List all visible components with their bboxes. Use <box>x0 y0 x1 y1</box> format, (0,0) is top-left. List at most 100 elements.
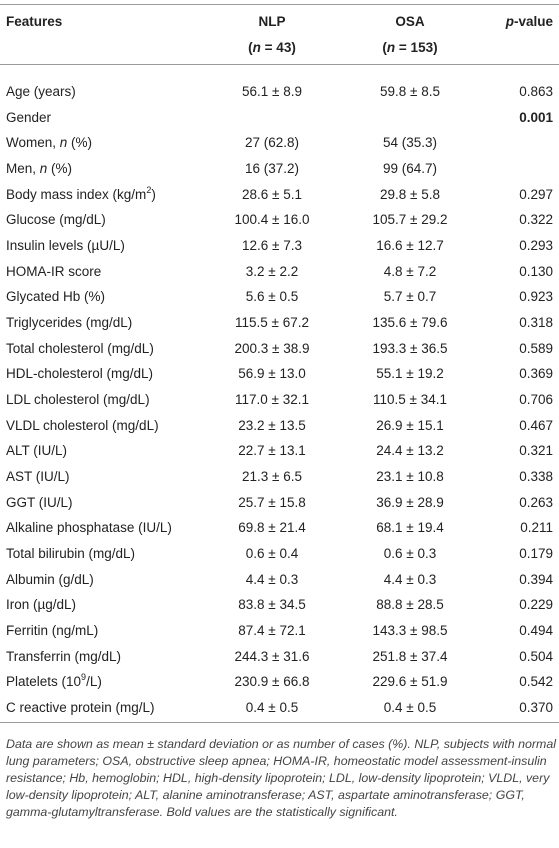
rule-header <box>0 64 559 65</box>
table-row: HOMA-IR score 3.2 ± 2.2 4.8 ± 7.2 0.130 <box>0 259 559 285</box>
p-value-cell: 0.706 <box>519 392 553 408</box>
p-value-cell: 0.394 <box>519 571 553 587</box>
feature-cell: Insulin levels (µU/L) <box>6 238 125 254</box>
nlp-cell: 27 (62.8) <box>244 135 300 151</box>
p-value-cell: 0.263 <box>519 494 553 510</box>
header-osa: OSA <box>395 14 425 29</box>
p-value-cell: 0.338 <box>519 469 553 485</box>
text: n <box>252 40 261 55</box>
header-osa-n: (n = 153) <box>360 38 460 58</box>
table-row: Glucose (mg/dL) 100.4 ± 16.0 105.7 ± 29.2 0… <box>0 207 559 233</box>
table-row: Transferrin (mg/dL) 244.3 ± 31.6 251.8 ± 3… <box>0 644 559 670</box>
text: -value <box>513 14 553 29</box>
table-row: Body mass index (kg/m2) 28.6 ± 5.1 29.8 ± … <box>0 182 559 208</box>
osa-cell: 55.1 ± 19.2 <box>376 366 444 382</box>
nlp-cell: 117.0 ± 32.1 <box>235 392 309 408</box>
osa-cell: 0.6 ± 0.3 <box>383 546 437 562</box>
p-value-cell: 0.467 <box>519 417 553 433</box>
nlp-cell: 244.3 ± 31.6 <box>234 648 310 664</box>
text: Platelets (10 <box>6 674 82 690</box>
feature-cell: Glucose (mg/dL) <box>6 212 106 228</box>
feature-cell: Triglycerides (mg/dL) <box>6 315 133 331</box>
osa-cell: 4.4 ± 0.3 <box>383 571 437 587</box>
text: Women, <box>6 135 60 151</box>
p-value-cell: 0.370 <box>519 700 553 716</box>
table-row: Albumin (g/dL) 4.4 ± 0.3 4.4 ± 0.3 0.394 <box>0 567 559 593</box>
nlp-cell: 56.9 ± 13.0 <box>238 366 306 382</box>
nlp-cell: 0.6 ± 0.4 <box>245 546 299 562</box>
p-value-cell: 0.179 <box>519 546 553 562</box>
superscript: 2 <box>146 184 152 195</box>
p-value-cell: 0.130 <box>519 263 553 279</box>
osa-cell: 5.7 ± 0.7 <box>383 289 437 305</box>
p-value-cell: 0.923 <box>519 289 553 305</box>
header-nlp-n: (n = 43) <box>222 38 322 58</box>
nlp-cell: 0.4 ± 0.5 <box>245 700 299 716</box>
text: Body mass index (kg/m <box>6 186 147 202</box>
p-value-cell: 0.589 <box>519 340 553 356</box>
italic-text: n <box>59 135 68 151</box>
osa-cell: 110.5 ± 34.1 <box>373 392 447 408</box>
feature-cell: Body mass index (kg/m2) <box>6 182 156 208</box>
osa-cell: 54 (35.3) <box>382 135 438 151</box>
feature-cell: Women, n (%) <box>6 130 92 156</box>
osa-cell: 88.8 ± 28.5 <box>376 597 444 613</box>
feature-cell: C reactive protein (mg/L) <box>6 700 155 716</box>
nlp-cell: 5.6 ± 0.5 <box>245 289 299 305</box>
feature-cell: Total bilirubin (mg/dL) <box>6 546 136 562</box>
text: = 43) <box>260 40 296 55</box>
feature-cell: HOMA-IR score <box>6 263 102 279</box>
table-row: Women, n (%) 27 (62.8) 54 (35.3) <box>0 130 559 156</box>
p-value-cell: 0.542 <box>519 674 553 690</box>
feature-cell: AST (IU/L) <box>6 469 70 485</box>
feature-cell: VLDL cholesterol (mg/dL) <box>6 417 159 433</box>
table-row: LDL cholesterol (mg/dL) 117.0 ± 32.1 110.5… <box>0 387 559 413</box>
table-row: Insulin levels (µU/L) 12.6 ± 7.3 16.6 ± 12… <box>0 233 559 259</box>
osa-cell: 23.1 ± 10.8 <box>376 469 444 485</box>
nlp-cell: 16 (37.2) <box>244 161 300 176</box>
p-value-cell: 0.863 <box>519 84 553 99</box>
text: (%) <box>67 135 93 151</box>
nlp-cell: 69.8 ± 21.4 <box>238 520 306 536</box>
feature-cell: Ferritin (ng/mL) <box>6 623 99 639</box>
osa-cell: 0.4 ± 0.5 <box>383 700 437 716</box>
osa-cell: 4.8 ± 7.2 <box>383 263 437 279</box>
text: ( <box>382 40 387 55</box>
text: = 153) <box>395 40 438 55</box>
table-row: GGT (IU/L) 25.7 ± 15.8 36.9 ± 28.9 0.263 <box>0 490 559 516</box>
italic-text: n <box>39 161 48 176</box>
osa-cell: 143.3 ± 98.5 <box>372 623 448 639</box>
table-row: Gender 0.001 <box>0 105 559 131</box>
table-row: Iron (µg/dL) 83.8 ± 34.5 88.8 ± 28.5 0.229 <box>0 592 559 618</box>
nlp-cell: 56.1 ± 8.9 <box>242 84 302 99</box>
nlp-cell: 200.3 ± 38.9 <box>234 340 310 356</box>
feature-cell: Alkaline phosphatase (IU/L) <box>6 520 172 536</box>
osa-cell: 68.1 ± 19.4 <box>376 520 444 536</box>
header-features: Features <box>6 14 63 29</box>
feature-cell: Age (years) <box>6 84 76 99</box>
osa-cell: 36.9 ± 28.9 <box>376 494 444 510</box>
nlp-cell: 4.4 ± 0.3 <box>245 571 299 587</box>
p-value-cell: 0.001 <box>519 109 553 125</box>
header-nlp: NLP <box>258 14 286 29</box>
rule-bottom <box>0 722 559 723</box>
feature-cell: LDL cholesterol (mg/dL) <box>6 392 150 408</box>
osa-cell: 99 (64.7) <box>382 161 438 176</box>
osa-cell: 105.7 ± 29.2 <box>372 212 448 228</box>
table-row: Age (years) 56.1 ± 8.9 59.8 ± 8.5 0.863 <box>0 79 559 105</box>
osa-cell: 24.4 ± 13.2 <box>376 443 444 459</box>
nlp-cell: 28.6 ± 5.1 <box>242 186 302 202</box>
rule-top <box>0 4 559 5</box>
footnote-text: Data are shown as mean ± standard deviat… <box>6 737 556 819</box>
nlp-cell: 22.7 ± 13.1 <box>238 443 306 459</box>
osa-cell: 135.6 ± 79.6 <box>372 315 448 331</box>
nlp-cell: 115.5 ± 67.2 <box>235 315 309 331</box>
text: ) <box>151 186 156 202</box>
p-value-cell: 0.297 <box>519 186 553 202</box>
nlp-cell: 12.6 ± 7.3 <box>242 238 302 254</box>
osa-cell: 193.3 ± 36.5 <box>372 340 448 356</box>
text: /L) <box>86 674 102 690</box>
feature-cell: Iron (µg/dL) <box>6 597 77 613</box>
nlp-cell: 23.2 ± 13.5 <box>238 417 306 433</box>
